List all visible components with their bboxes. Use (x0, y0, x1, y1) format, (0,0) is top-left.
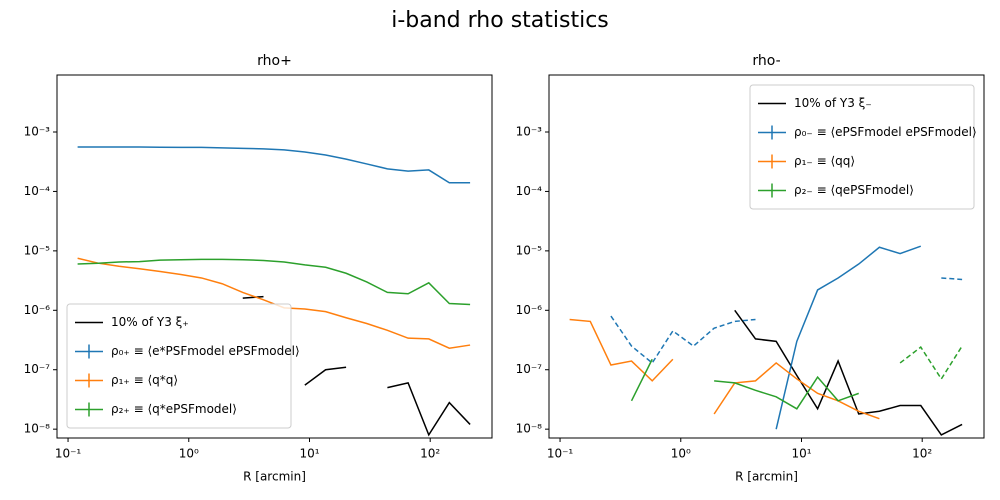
y-tick-label: 10⁻⁵ (24, 243, 51, 257)
series-line-negative (899, 345, 963, 381)
series-line (775, 245, 922, 430)
x-tick-label: 10⁰ (671, 447, 691, 461)
x-tick-label: 10¹ (299, 447, 319, 461)
x-tick-label: 10¹ (791, 447, 811, 461)
y-tick-label: 10⁻⁵ (516, 243, 543, 257)
x-tick-label: 10⁰ (179, 447, 199, 461)
legend-label: 10% of Y3 ξ₋ (794, 96, 872, 110)
x-axis-label: R [arcmin] (735, 470, 798, 484)
legend-label: ρ₁₊ ≡ ⟨q*q⟩ (111, 373, 178, 387)
axes-frame (56, 74, 493, 439)
x-tick-label: 10² (420, 447, 440, 461)
series-line (570, 320, 962, 427)
legend-label: ρ₂₊ ≡ ⟨q*ePSFmodel⟩ (111, 402, 237, 416)
y-tick-label: 10⁻⁶ (516, 303, 543, 317)
legend-label: 10% of Y3 ξ₊ (111, 315, 189, 329)
y-tick-label: 10⁻³ (24, 124, 51, 138)
legend-label: ρ₁₋ ≡ ⟨qq⟩ (794, 154, 855, 168)
x-tick-label: 10² (912, 447, 932, 461)
plot-area (77, 146, 471, 437)
legend-box (749, 84, 975, 210)
y-tick-label: 10⁻³ (516, 124, 543, 138)
figure-title: i-band rho statistics (391, 8, 609, 33)
y-tick-label: 10⁻⁸ (24, 422, 51, 436)
y-tick-label: 10⁻⁷ (516, 362, 543, 376)
series-line-negative (610, 277, 963, 365)
series-line (734, 309, 963, 436)
series-line (77, 258, 471, 306)
panel-title: rho+ (257, 53, 292, 69)
series-line (242, 295, 471, 437)
legend-label: ρ₀₊ ≡ ⟨e*PSFmodel ePSFmodel⟩ (111, 344, 300, 358)
y-tick-label: 10⁻⁷ (24, 362, 51, 376)
plot-area (570, 245, 963, 436)
series-line (630, 358, 859, 410)
y-tick-label: 10⁻⁴ (516, 184, 543, 198)
y-tick-label: 10⁻⁴ (24, 184, 51, 198)
y-tick-label: 10⁻⁸ (516, 422, 543, 436)
series-line (77, 146, 471, 184)
y-tick-label: 10⁻⁶ (24, 303, 51, 317)
legend-label: ρ₀₋ ≡ ⟨ePSFmodel ePSFmodel⟩ (794, 125, 977, 139)
axes-frame (548, 74, 985, 439)
x-axis-label: R [arcmin] (243, 470, 306, 484)
panel-title: rho- (752, 53, 780, 69)
x-tick-label: 10⁻¹ (547, 447, 574, 461)
x-tick-label: 10⁻¹ (55, 447, 82, 461)
legend-label: ρ₂₋ ≡ ⟨qePSFmodel⟩ (794, 183, 914, 197)
legend-box (66, 303, 292, 429)
